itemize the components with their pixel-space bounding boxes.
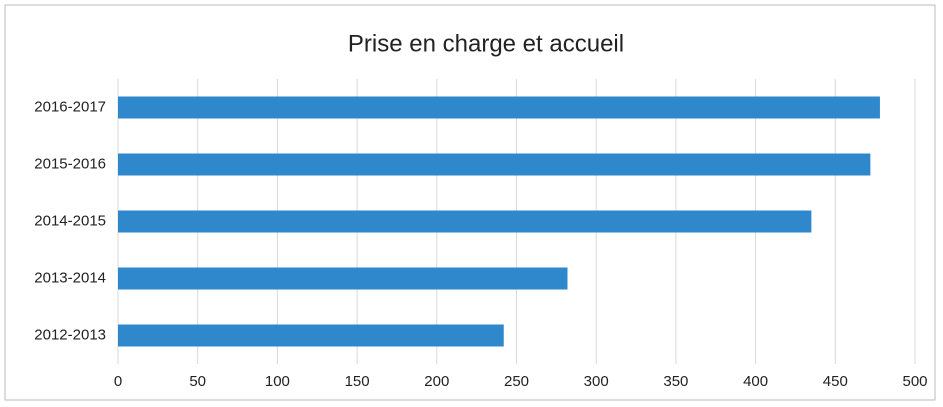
y-tick-label: 2015-2016 (34, 155, 106, 172)
x-tick-label: 450 (823, 373, 848, 390)
y-tick-label: 2012-2013 (34, 326, 106, 343)
x-tick-label: 350 (663, 373, 688, 390)
x-tick-label: 100 (265, 373, 290, 390)
y-tick-label: 2013-2014 (34, 269, 106, 286)
x-tick-label: 250 (504, 373, 529, 390)
bar (118, 324, 504, 347)
y-tick-label: 2014-2015 (34, 212, 106, 229)
x-tick-label: 300 (584, 373, 609, 390)
chart-title: Prise en charge et accueil (348, 30, 624, 57)
bar (118, 267, 568, 290)
bar (118, 153, 871, 176)
x-tick-label: 0 (114, 373, 122, 390)
x-tick-label: 150 (345, 373, 370, 390)
bar (118, 96, 880, 119)
y-tick-label: 2016-2017 (34, 98, 106, 115)
x-tick-label: 500 (902, 373, 927, 390)
bar (118, 210, 812, 233)
x-tick-label: 50 (189, 373, 206, 390)
x-tick-label: 400 (743, 373, 768, 390)
x-tick-label: 200 (424, 373, 449, 390)
